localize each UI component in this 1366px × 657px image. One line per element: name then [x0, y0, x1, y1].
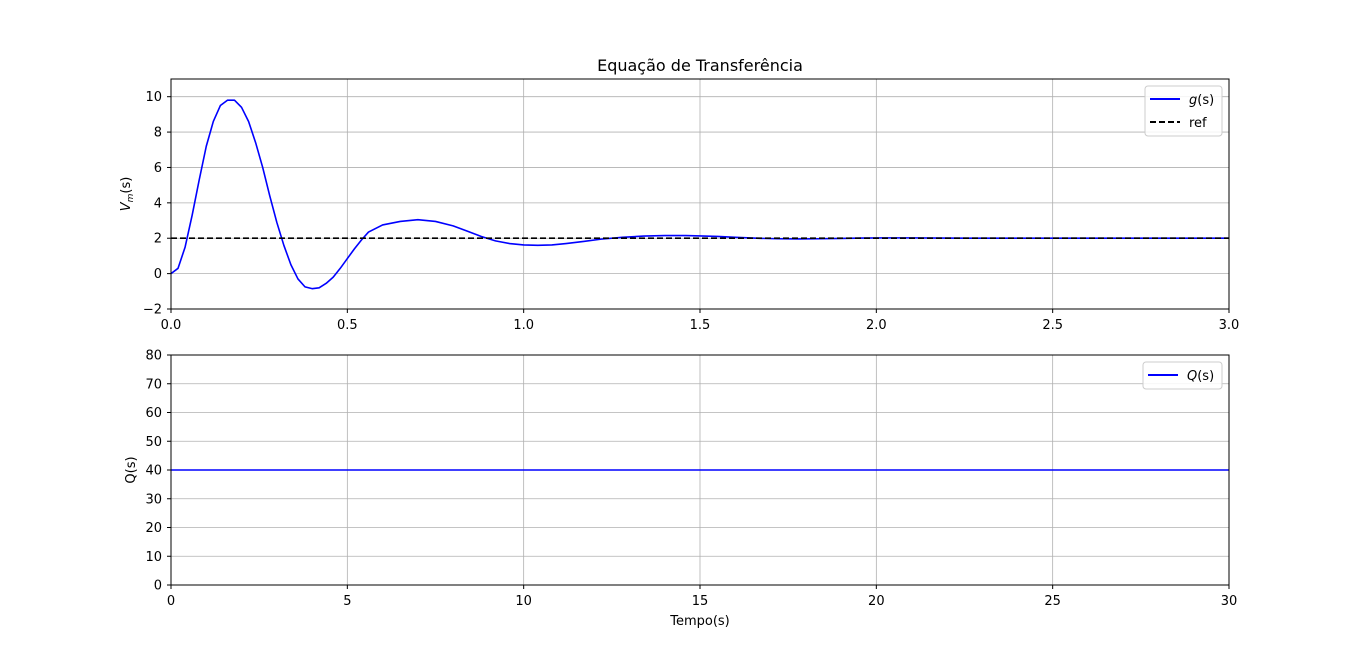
bottom-ticks: 0 5 10 15 20 25 30 0 10 20 30 40 50 60 70 80 [145, 349, 1237, 610]
top-series [170, 99, 1229, 290]
top-y-label-tail: (s) [119, 177, 134, 194]
bottom-x-tick-label: 5 [343, 594, 351, 609]
top-ticks: 0.0 0.5 1.0 1.5 2.0 2.5 3.0 −2 0 2 4 6 8 10 [143, 90, 1240, 333]
legend-label-gs-plain: (s) [1197, 93, 1214, 108]
bottom-y-tick-label: 40 [145, 464, 162, 479]
bottom-y-tick-label: 80 [145, 349, 162, 364]
bottom-y-tick-label: 70 [145, 377, 162, 392]
bottom-legend-box [1142, 361, 1223, 390]
top-x-tick-label: 0.0 [161, 318, 182, 333]
top-y-tick-label: 2 [154, 232, 162, 247]
bottom-y-tick-label: 20 [145, 521, 162, 536]
top-y-tick-label: 0 [154, 267, 162, 282]
top-y-label-main: V [119, 201, 134, 211]
bottom-x-tick-label: 30 [1221, 594, 1238, 609]
bottom-legend: Q(s) [1142, 361, 1223, 390]
bottom-subplot: 0 5 10 15 20 25 30 0 10 20 30 40 50 60 70 80 Tempo(s) Q… [124, 349, 1237, 630]
legend-label-qs: Q(s) [1187, 369, 1214, 384]
top-x-tick-label: 1.5 [690, 318, 711, 333]
legend-label-qs-plain: (s) [1197, 369, 1214, 384]
bottom-y-tick-label: 60 [145, 406, 162, 421]
top-y-tick-label: 4 [154, 196, 162, 211]
bottom-y-tick-label: 0 [154, 579, 162, 594]
top-subplot: 0.0 0.5 1.0 1.5 2.0 2.5 3.0 −2 0 2 4 6 8 10 Equação d… [119, 56, 1239, 333]
top-y-tick-label: 10 [145, 90, 162, 105]
bottom-y-tick-label: 50 [145, 435, 162, 450]
top-x-tick-label: 0.5 [337, 318, 358, 333]
bottom-y-tick-label: 10 [145, 550, 162, 565]
top-x-tick-label: 2.5 [1042, 318, 1063, 333]
top-chart-title: Equação de Transferência [597, 56, 803, 75]
top-legend: g(s) ref [1144, 85, 1223, 137]
top-y-tick-label: 6 [154, 161, 162, 176]
bottom-x-axis-label: Tempo(s) [669, 614, 730, 629]
top-y-tick-label: 8 [154, 126, 162, 141]
legend-label-gs: g(s) [1189, 93, 1214, 108]
top-y-tick-label: −2 [143, 303, 162, 318]
bottom-x-tick-label: 0 [167, 594, 175, 609]
top-x-tick-label: 2.0 [866, 318, 887, 333]
legend-label-qs-italic: Q [1187, 369, 1197, 384]
top-y-axis-label: Vm(s) [119, 177, 136, 212]
legend-label-gs-italic: g [1189, 93, 1197, 108]
top-y-label-sub: m [126, 193, 136, 202]
bottom-x-tick-label: 25 [1044, 594, 1061, 609]
bottom-y-tick-label: 30 [145, 492, 162, 507]
bottom-x-tick-label: 10 [515, 594, 532, 609]
top-x-tick-label: 3.0 [1219, 318, 1240, 333]
bottom-x-tick-label: 15 [692, 594, 709, 609]
bottom-x-tick-label: 20 [868, 594, 885, 609]
top-x-tick-label: 1.0 [513, 318, 534, 333]
bottom-y-axis-label: Q(s) [124, 456, 139, 483]
legend-label-ref: ref [1189, 116, 1207, 131]
